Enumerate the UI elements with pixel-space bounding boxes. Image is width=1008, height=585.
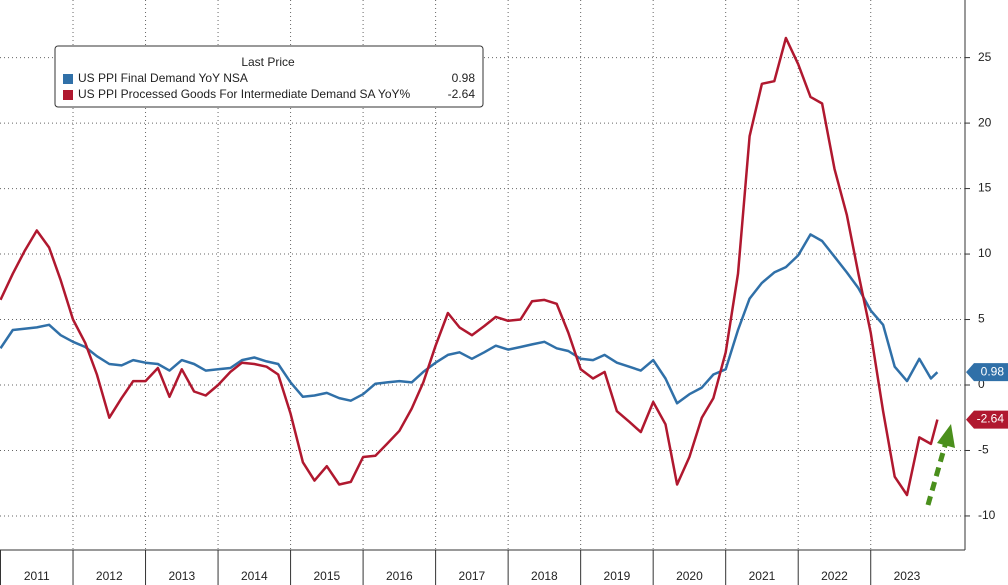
- legend-box: [54, 45, 484, 108]
- y-tick-label: 10: [978, 246, 992, 260]
- arrow-shaft: [925, 441, 949, 506]
- lines: [0, 36, 939, 497]
- arrow-annotation: [925, 424, 955, 506]
- x-tick-label: 2015: [313, 569, 340, 583]
- last-value-label: 0.98: [981, 364, 1005, 378]
- x-tick-label: 2018: [531, 569, 558, 583]
- y-tick-label: 15: [978, 181, 992, 195]
- legend-label: US PPI Processed Goods For Intermediate …: [78, 87, 411, 101]
- y-tick-label: -10: [978, 508, 996, 522]
- y-tick-label: -5: [978, 443, 989, 457]
- x-tick-label: 2019: [604, 569, 631, 583]
- x-tick-label: 2016: [386, 569, 413, 583]
- y-tick-label: 25: [978, 50, 992, 64]
- last-value-label: -2.64: [977, 412, 1005, 426]
- legend-value: -2.64: [448, 87, 476, 101]
- y-tick-label: 20: [978, 115, 992, 129]
- series-line: [0, 36, 939, 497]
- x-tick-label: 2014: [241, 569, 268, 583]
- legend-label: US PPI Final Demand YoY NSA: [78, 71, 248, 85]
- arrow-head: [937, 424, 955, 448]
- legend: Last Price US PPI Final Demand YoY NSA 0.…: [54, 45, 484, 108]
- x-tick-label: 2021: [749, 569, 776, 583]
- last-value-tag: [966, 410, 1008, 429]
- legend-swatch: [63, 90, 73, 100]
- y-tick-label: 5: [978, 312, 985, 326]
- x-tick-label: 2011: [24, 569, 50, 583]
- legend-value: 0.98: [452, 71, 476, 85]
- last-value-tag: [966, 363, 1008, 382]
- x-tick-label: 2012: [96, 569, 123, 583]
- legend-title: Last Price: [241, 55, 295, 69]
- x-tick-label: 2022: [821, 569, 848, 583]
- series-line: [0, 233, 939, 405]
- x-tick-label: 2013: [168, 569, 195, 583]
- x-tick-label: 2023: [894, 569, 921, 583]
- x-tick-label: 2017: [459, 569, 486, 583]
- x-tick-label: 2020: [676, 569, 703, 583]
- legend-swatch: [63, 74, 73, 84]
- y-tick-label: 0: [978, 377, 985, 391]
